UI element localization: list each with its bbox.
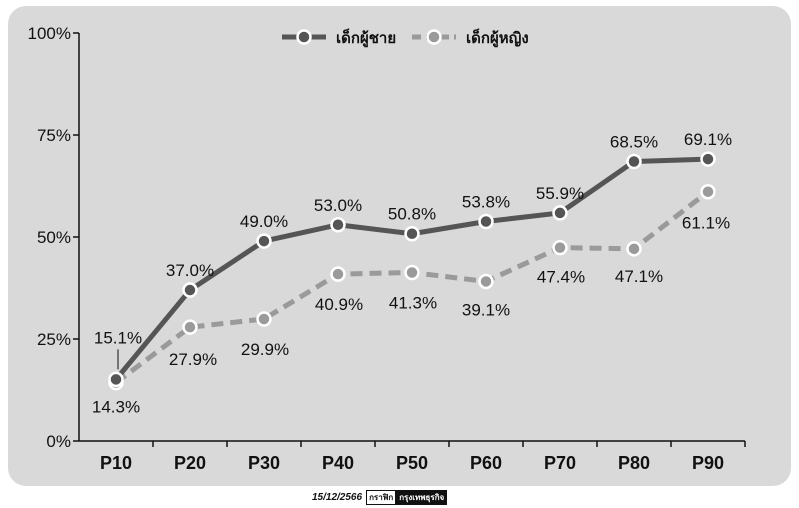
data-label: 50.8% (388, 205, 436, 224)
legend-swatch-marker (296, 29, 312, 45)
x-tick-label: P60 (470, 453, 502, 473)
series-1-point (330, 266, 346, 282)
series-0-point (552, 205, 568, 221)
series-0-point (478, 213, 494, 230)
x-tick-label: P10 (100, 453, 132, 473)
y-tick-label: 100% (28, 24, 71, 43)
data-label: 69.1% (684, 130, 732, 149)
data-label: 37.0% (166, 261, 214, 280)
x-tick-label: P70 (544, 453, 576, 473)
data-label: 39.1% (462, 300, 510, 319)
x-tick-label: P80 (618, 453, 650, 473)
chart-card (8, 6, 791, 486)
data-label: 68.5% (610, 133, 658, 152)
x-tick-label: P40 (322, 453, 354, 473)
data-label: 15.1% (94, 328, 142, 347)
series-1-point (478, 273, 494, 290)
data-label: 27.9% (169, 350, 217, 369)
footer-date: 15/12/2566 (312, 492, 363, 503)
data-label: 14.3% (92, 398, 140, 417)
legend-label: เด็กผู้หญิง (466, 28, 529, 48)
x-tick-label: P30 (248, 453, 280, 473)
data-label: 40.9% (315, 295, 363, 314)
y-tick-label: 0% (46, 432, 71, 451)
series-0-point (182, 282, 198, 298)
series-0-point (404, 225, 420, 242)
series-1-point (256, 311, 272, 327)
series-1-point (182, 319, 198, 335)
footer-credit-label: กราฟิก (366, 490, 397, 505)
series-1-point (700, 183, 716, 200)
data-label: 61.1% (682, 214, 730, 233)
data-label: 55.9% (536, 184, 584, 203)
x-tick-label: P50 (396, 453, 428, 473)
x-tick-label: P90 (692, 453, 724, 473)
data-label: 53.0% (314, 196, 362, 215)
data-label: 49.0% (240, 212, 288, 231)
data-label: 47.1% (615, 267, 663, 286)
legend-label: เด็กผู้ชาย (336, 28, 396, 48)
data-label: 53.8% (462, 192, 510, 211)
series-0-point (330, 217, 346, 233)
series-0-point (700, 151, 716, 167)
y-tick-label: 75% (37, 126, 71, 145)
series-0-point (626, 153, 642, 170)
footer-brand: กรุงเทพธุรกิจ (396, 490, 448, 505)
series-1-point (626, 241, 642, 257)
footer-credit: 15/12/2566 กราฟิก กรุงเทพธุรกิจ (312, 490, 448, 505)
series-0-point (256, 233, 272, 249)
data-label: 29.9% (241, 340, 289, 359)
x-tick-label: P20 (174, 453, 206, 473)
series-1-point (552, 239, 568, 256)
y-tick-label: 25% (37, 330, 71, 349)
y-tick-label: 50% (37, 228, 71, 247)
series-1-point (404, 264, 420, 281)
data-label: 41.3% (389, 293, 437, 312)
data-label: 47.4% (537, 268, 585, 287)
legend-swatch-marker (426, 29, 442, 45)
series-0-point (108, 371, 124, 388)
